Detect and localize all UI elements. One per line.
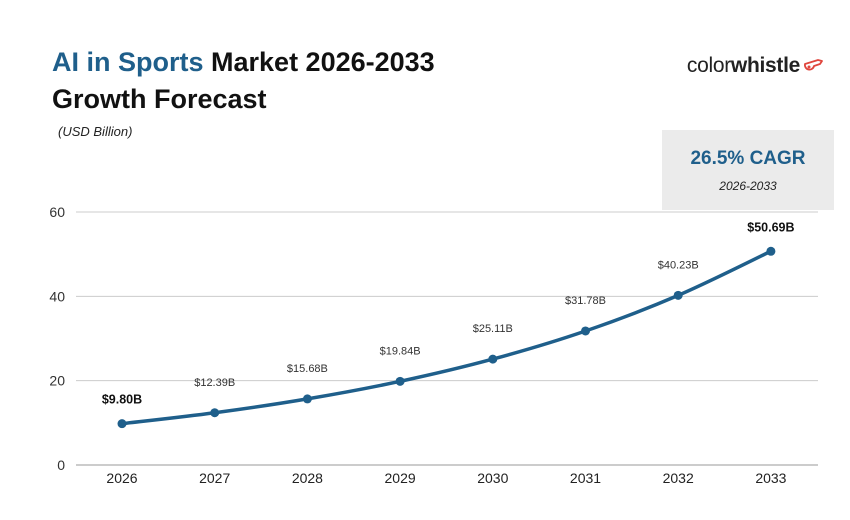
series-line: [120, 249, 773, 426]
data-point: [302, 394, 312, 404]
cagr-value: 26.5% CAGR: [690, 148, 806, 169]
data-label: $40.23B: [658, 259, 699, 271]
y-tick-label: 20: [49, 373, 65, 389]
data-label: $12.39B: [194, 377, 235, 389]
chart-title-rest: Market 2026-2033: [203, 47, 435, 77]
cagr-period: 2026-2033: [719, 179, 777, 193]
data-point: [673, 290, 683, 300]
x-tick-label: 2032: [663, 470, 694, 486]
colorwhistle-logo: color whistle: [687, 54, 824, 78]
x-tick-label: 2026: [106, 470, 137, 486]
logo-text-bold: whistle: [730, 54, 800, 77]
data-point: [766, 246, 776, 256]
x-tick-label: 2027: [199, 470, 230, 486]
y-tick-label: 60: [49, 204, 65, 220]
chart-title-line2: Growth Forecast: [52, 84, 267, 114]
y-tick-label: 40: [49, 288, 65, 304]
unit-label: (USD Billion): [58, 124, 133, 139]
data-point: [581, 326, 590, 336]
y-tick-label: 0: [57, 457, 65, 473]
data-point: [395, 376, 405, 386]
chart-title-accent: AI in Sports: [52, 47, 204, 77]
data-point: [488, 354, 498, 364]
data-label: $15.68B: [287, 363, 328, 375]
chart-title: AI in Sports Market 2026-2033 Growth Fore…: [52, 44, 435, 118]
x-tick-label: 2033: [755, 470, 786, 486]
data-label: $19.84B: [380, 345, 421, 357]
x-tick-label: 2028: [292, 470, 323, 486]
logo-text-regular: color: [686, 54, 731, 77]
data-point: [210, 408, 220, 418]
x-tick-label: 2030: [477, 470, 508, 486]
x-tick-label: 2031: [570, 470, 601, 486]
data-label: $31.78B: [565, 295, 606, 307]
x-tick-label: 2029: [385, 470, 416, 486]
data-label: $50.69B: [747, 220, 794, 234]
cagr-box: 26.5% CAGR 2026-2033: [662, 130, 834, 210]
whistle-icon: [804, 59, 823, 71]
data-label: $25.11B: [473, 323, 513, 335]
data-label: $9.80B: [102, 393, 142, 407]
data-point: [117, 419, 127, 429]
